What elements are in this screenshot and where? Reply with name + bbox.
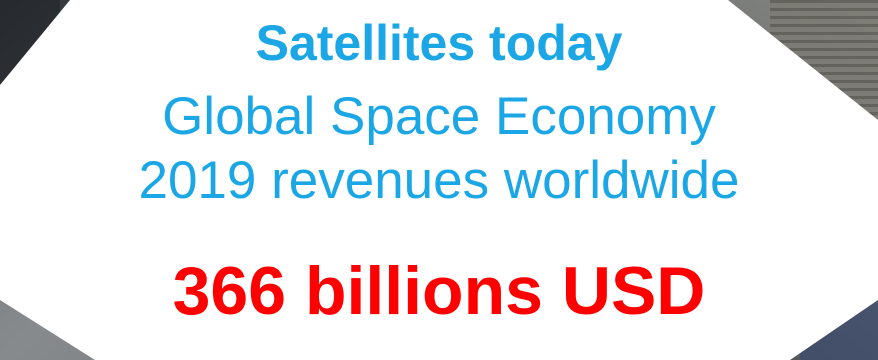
headline-subtitle-line1: Global Space Economy xyxy=(162,87,716,146)
headline-title: Satellites today xyxy=(255,15,623,71)
headline-subtitle-line2: 2019 revenues worldwide xyxy=(138,151,740,210)
headline-amount: 366 billions USD xyxy=(172,253,706,329)
